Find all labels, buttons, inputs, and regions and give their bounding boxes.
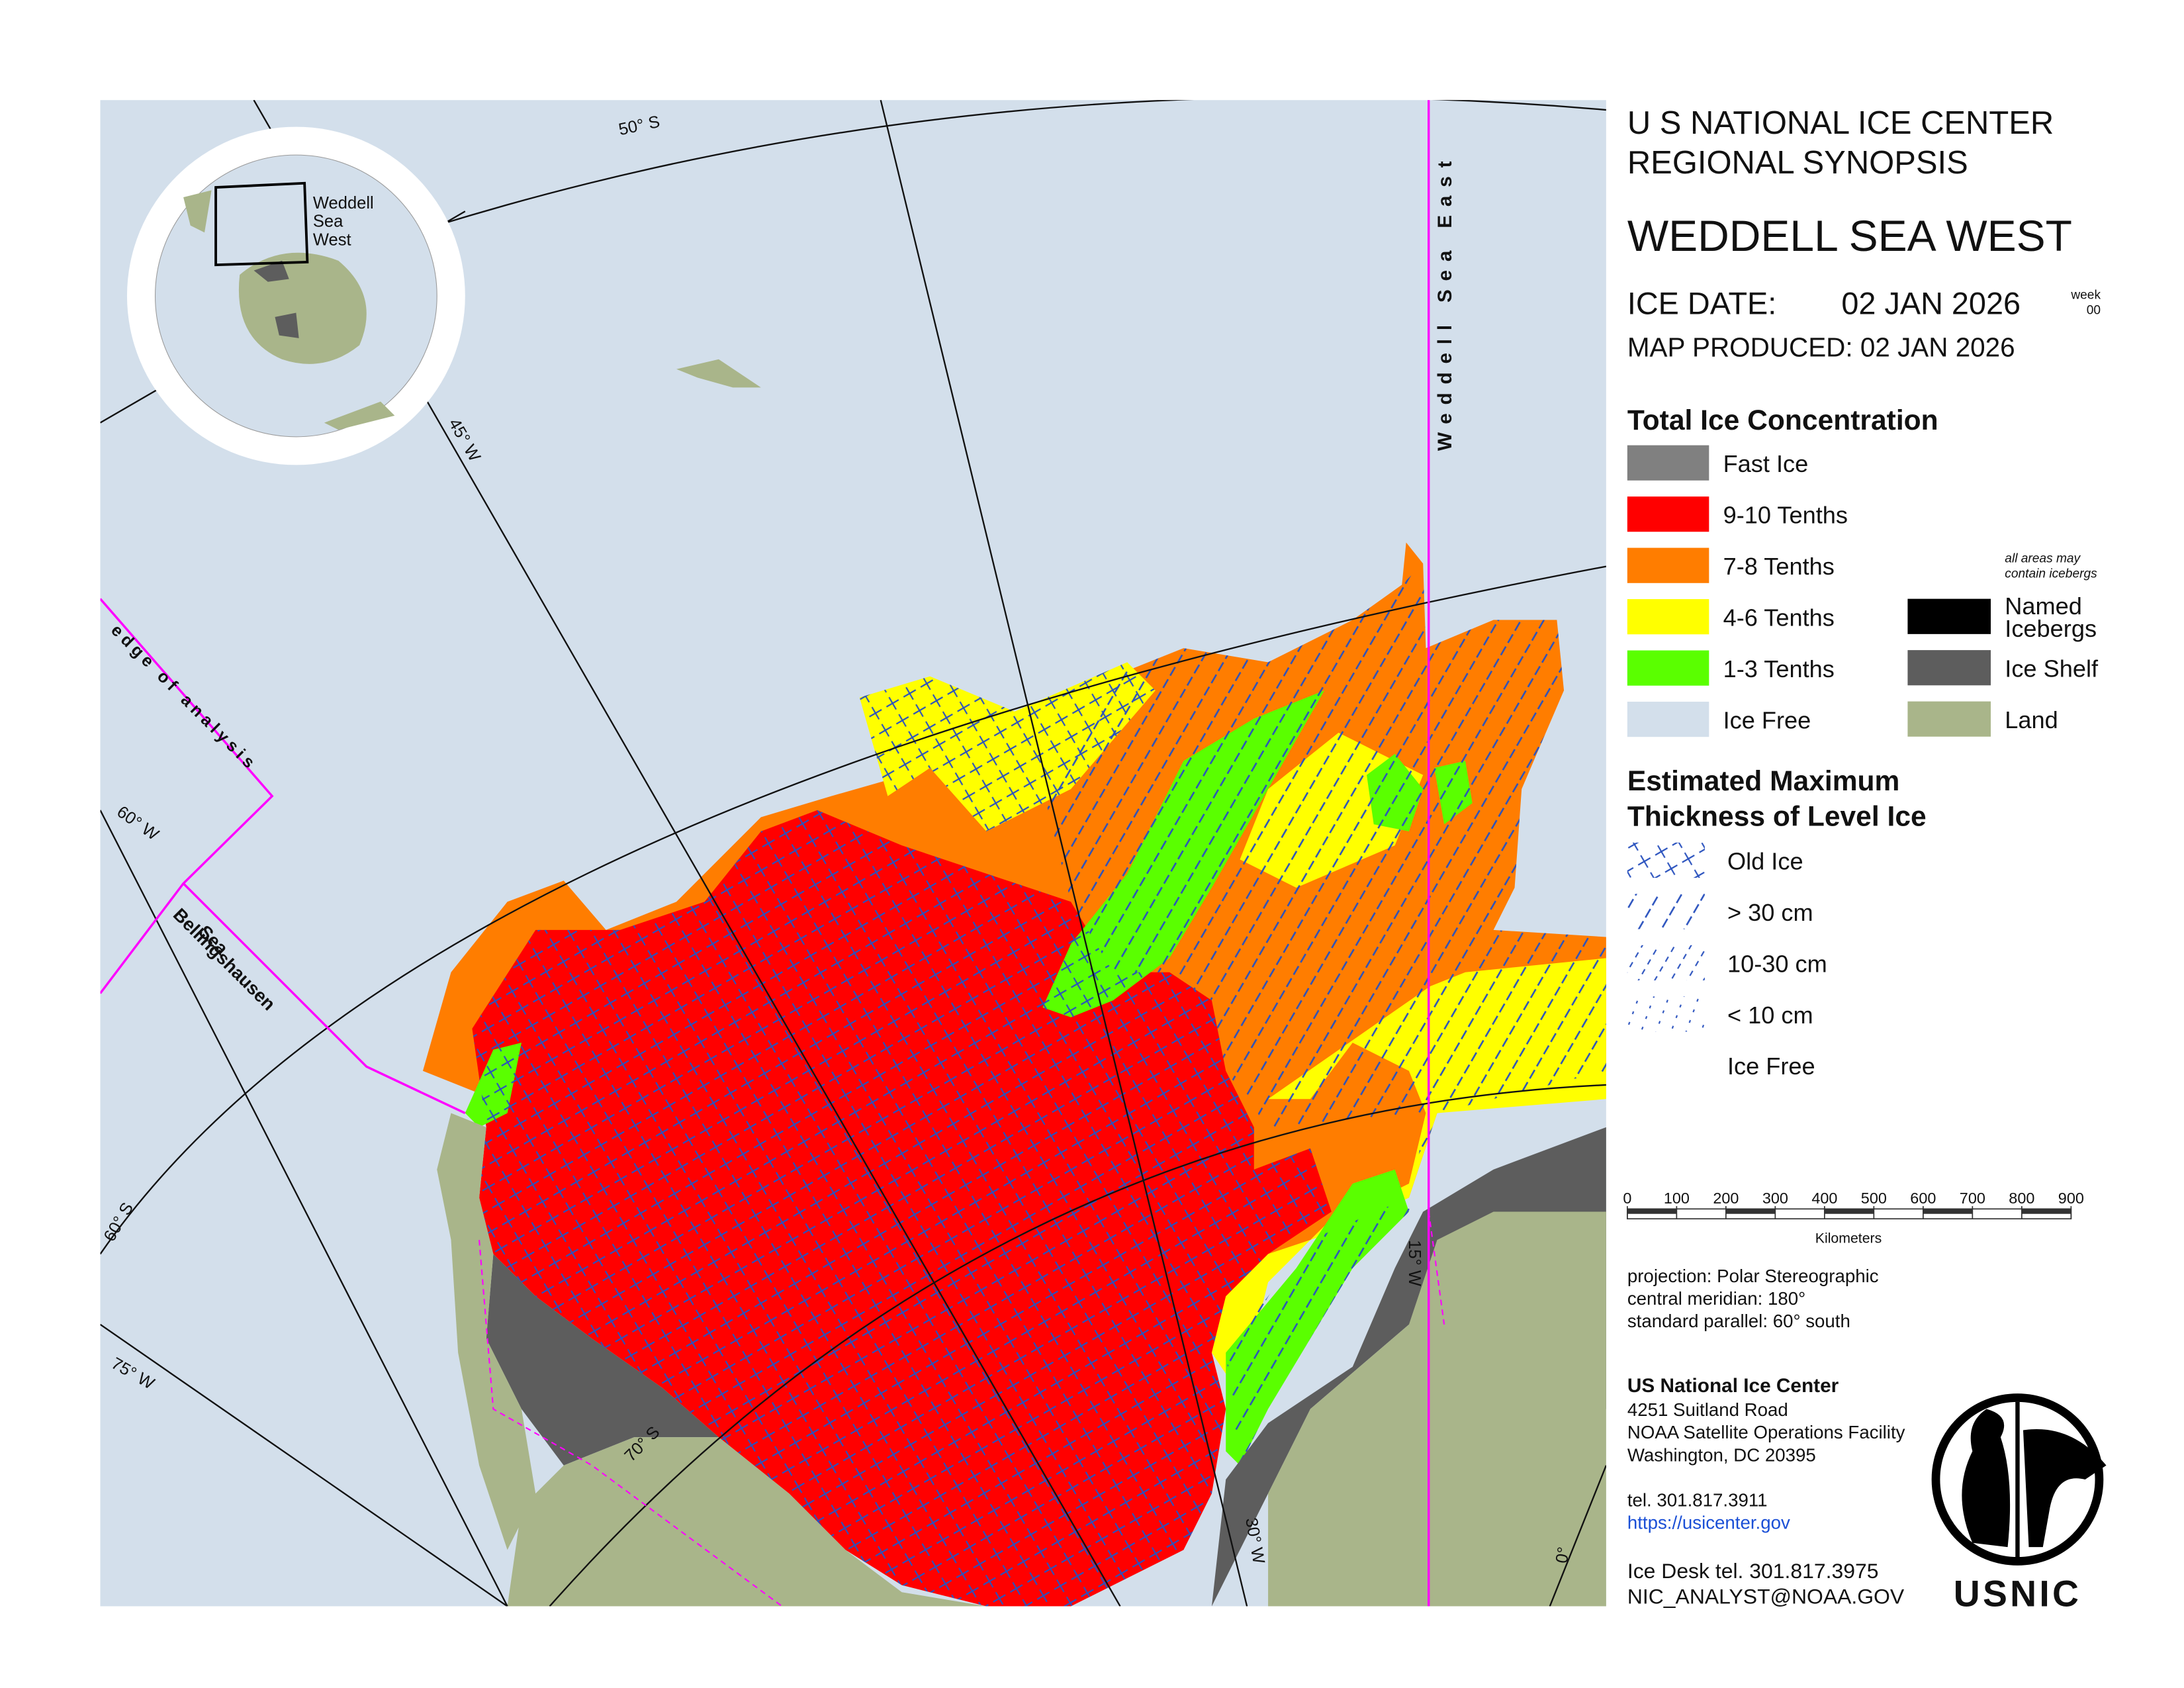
scale-label: 100 — [1664, 1190, 1690, 1207]
legend-swatch — [1627, 599, 1709, 635]
lon-label: 15° W — [1405, 1240, 1424, 1287]
region-label: Weddell Sea East — [1434, 153, 1456, 451]
org-name: US National Ice Center — [1627, 1375, 1839, 1397]
legend-swatch — [1627, 702, 1709, 737]
thickness-swatch — [1627, 842, 1705, 878]
header: U S NATIONAL ICE CENTER — [1627, 105, 2054, 141]
desk-tel: Ice Desk tel. 301.817.3975 — [1627, 1559, 1879, 1583]
scale-label: 800 — [2009, 1190, 2034, 1207]
ice-date-label: ICE DATE: — [1627, 287, 1776, 321]
header: REGIONAL SYNOPSIS — [1627, 145, 1968, 181]
legend: Fast Ice 9-10 Tenths 7-8 Tenths 4-6 Tenths 1… — [1627, 445, 2099, 1080]
address: Washington, DC 20395 — [1627, 1444, 1816, 1465]
projection: central meridian: 180° — [1627, 1288, 1805, 1309]
scale-unit: Kilometers — [1815, 1230, 1882, 1246]
legend-label: < 10 cm — [1727, 1002, 1813, 1029]
projection: projection: Polar Stereographic — [1627, 1266, 1879, 1286]
scale-bar: 0 100 200 300 400 500 600 700 800 900 — [1623, 1190, 2084, 1220]
scale-segment — [2021, 1209, 2071, 1214]
projection: standard parallel: 60° south — [1627, 1311, 1850, 1331]
hatch-thick — [1042, 563, 1606, 1466]
legend-label: 4-6 Tenths — [1723, 604, 1835, 632]
legend-title: Total Ice Concentration — [1627, 404, 1938, 436]
scale-label: 700 — [1960, 1190, 1985, 1207]
region-title: WEDDELL SEA WEST — [1627, 211, 2072, 260]
title-block: U S NATIONAL ICE CENTER REGIONAL SYNOPSI… — [1627, 105, 2107, 1615]
week: 00 — [2087, 304, 2101, 318]
scale-label: 200 — [1713, 1190, 1739, 1207]
email: NIC_ANALYST@NOAA.GOV — [1627, 1584, 1905, 1608]
legend-swatch — [1627, 650, 1709, 686]
legend-label: Ice Shelf — [2005, 655, 2099, 682]
legend-label: 7-8 Tenths — [1723, 553, 1835, 580]
legend-label: Icebergs — [2005, 615, 2097, 642]
legend-label: Named — [2005, 592, 2082, 620]
scale-segment — [1824, 1209, 1874, 1214]
legend-label: Land — [2005, 706, 2058, 733]
website-link[interactable]: https://usicenter.gov — [1627, 1512, 1790, 1532]
legend-label: 1-3 Tenths — [1723, 655, 1835, 682]
legend-swatch — [1907, 650, 1991, 686]
inset-label: Weddell — [313, 194, 374, 212]
week-label: week — [2070, 288, 2101, 302]
address: 4251 Suitland Road — [1627, 1399, 1788, 1420]
hatch-old-ice — [472, 662, 1332, 1607]
lon-label: 0° — [1553, 1546, 1574, 1565]
scale-segment — [1923, 1209, 1973, 1214]
legend-label: > 30 cm — [1727, 899, 1813, 926]
scale-label: 500 — [1861, 1190, 1887, 1207]
legend-title: Thickness of Level Ice — [1627, 800, 1927, 832]
legend-swatch — [1627, 445, 1709, 481]
address: NOAA Satellite Operations Facility — [1627, 1422, 1905, 1442]
legend-label: Fast Ice — [1723, 450, 1809, 477]
scale-label: 0 — [1623, 1190, 1631, 1207]
legend-note: contain icebergs — [2005, 567, 2097, 581]
legend-swatch — [1627, 547, 1709, 583]
thickness-swatch — [1627, 894, 1705, 929]
ice-date: 02 JAN 2026 — [1841, 287, 2021, 321]
land — [437, 359, 1606, 1607]
map-produced: MAP PRODUCED: 02 JAN 2026 — [1627, 332, 2015, 363]
logo: USNIC — [1931, 1393, 2107, 1615]
legend-swatch — [1907, 701, 1991, 737]
inset-map: Weddell Sea West — [126, 126, 465, 465]
legend-note: all areas may — [2005, 551, 2081, 565]
scale-label: 300 — [1762, 1190, 1788, 1207]
legend-label: Old Ice — [1727, 847, 1803, 874]
scale-label: 900 — [2058, 1190, 2084, 1207]
legend-swatch — [1907, 598, 1991, 634]
legend-swatch — [1627, 496, 1709, 532]
scale-segment — [1725, 1209, 1776, 1214]
legend-label: 10-30 cm — [1727, 950, 1827, 977]
thickness-swatch — [1627, 945, 1705, 981]
thickness-swatch — [1627, 996, 1705, 1032]
legend-title: Estimated Maximum — [1627, 765, 1900, 797]
logo-text: USNIC — [1954, 1573, 2081, 1615]
analysis-edge — [100, 100, 1430, 1607]
map: 50° S 45° W 60° W 60° S 75° W 70° S 30° … — [100, 100, 1606, 1607]
legend-label: 9-10 Tenths — [1723, 502, 1848, 529]
legend-label: Ice Free — [1723, 706, 1811, 733]
tel: tel. 301.817.3911 — [1627, 1489, 1768, 1510]
scale-segment — [1627, 1209, 1677, 1214]
inset-label: West — [313, 230, 351, 249]
legend-label: Ice Free — [1727, 1053, 1815, 1080]
inset-label: Sea — [313, 212, 343, 231]
ice-shelf — [486, 1127, 1606, 1607]
scale-label: 400 — [1811, 1190, 1837, 1207]
scale-label: 600 — [1910, 1190, 1936, 1207]
